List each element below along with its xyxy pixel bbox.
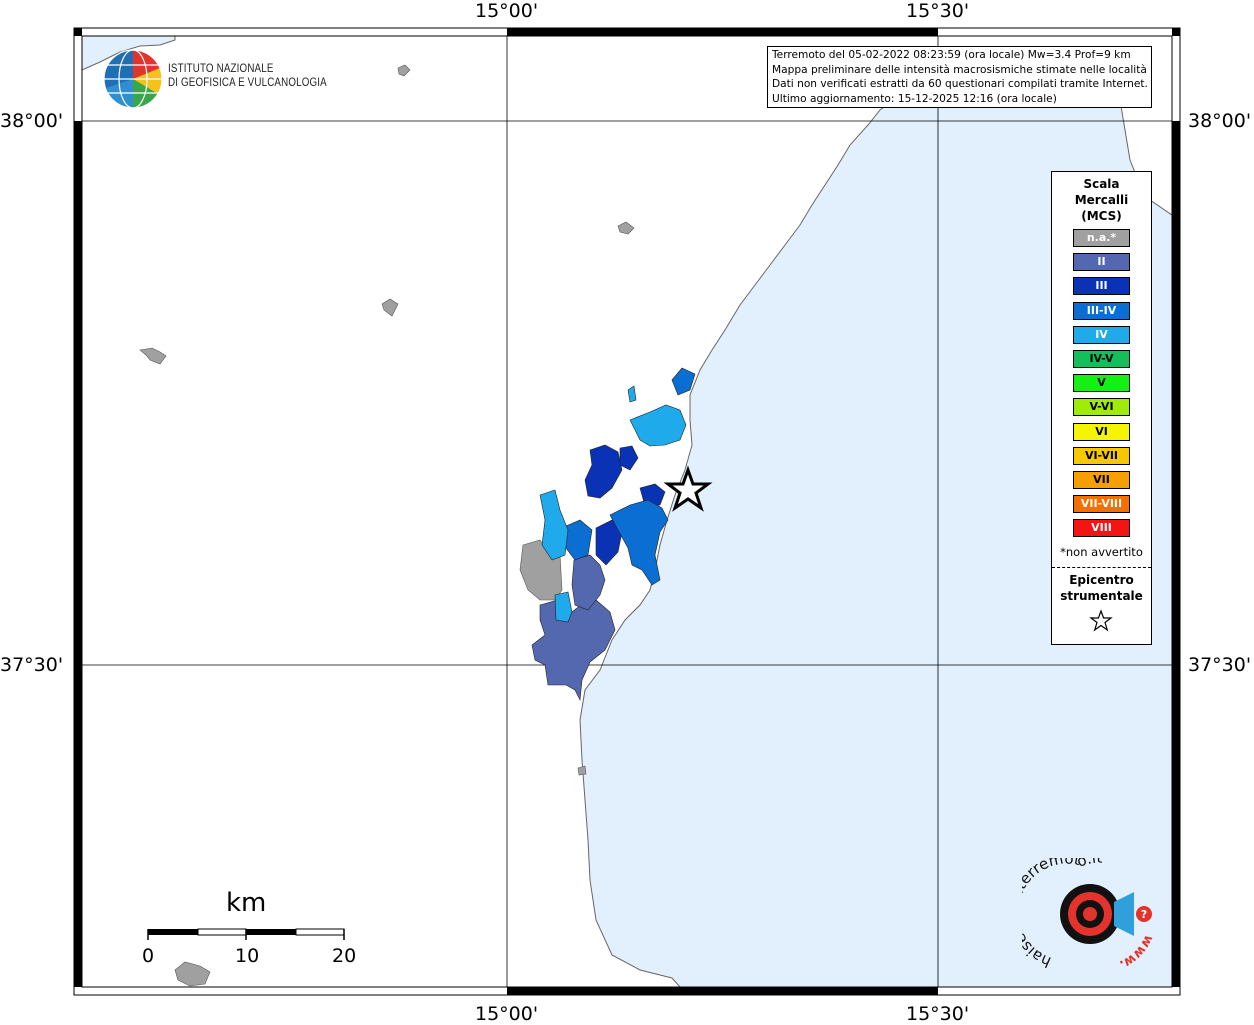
map-frame bbox=[73, 27, 1181, 996]
right-lat-label-1: 38°00' bbox=[1188, 110, 1252, 132]
legend-scale-list: n.a.* II III III-IV IV IV-V V V-VI VI VI-VII VII VI… bbox=[1073, 229, 1130, 543]
legend-note: *non avvertito bbox=[1060, 545, 1143, 559]
legend-title-line-2: Mercalli bbox=[1074, 193, 1129, 207]
mcs-legend: Scala Mercalli (MCS) n.a.* II III III-IV IV I… bbox=[1051, 171, 1152, 645]
bottom-lon-label-2: 15°30' bbox=[906, 1003, 970, 1025]
haisentito-logo-url: www. bbox=[1117, 932, 1156, 972]
legend-scale-item: II bbox=[1073, 253, 1130, 272]
legend-scale-item: n.a.* bbox=[1073, 229, 1130, 247]
info-line-updated: Ultimo aggiornamento: 15-12-2025 12:16 (… bbox=[772, 92, 1057, 105]
intensity-ii-area bbox=[531, 554, 616, 702]
legend-divider bbox=[1052, 567, 1151, 568]
institute-name: ISTITUTO NAZIONALE DI GEOFISICA E VULCAN… bbox=[168, 63, 327, 90]
svg-text:?: ? bbox=[1141, 908, 1147, 921]
legend-scale-item: V bbox=[1073, 374, 1130, 393]
institute-line-1: ISTITUTO NAZIONALE bbox=[168, 63, 274, 75]
bottom-lon-label-1: 15°00' bbox=[475, 1003, 539, 1025]
legend-scale-item: VII bbox=[1073, 470, 1130, 489]
legend-scale-item: III bbox=[1073, 277, 1130, 296]
legend-title: Scala Mercalli (MCS) bbox=[1052, 176, 1151, 224]
legend-epicenter-line-1: Epicentro bbox=[1069, 573, 1134, 587]
top-lon-label-2: 15°30' bbox=[906, 0, 970, 22]
scalebar-tick-20: 20 bbox=[332, 945, 357, 967]
legend-scale-item: III-IV bbox=[1073, 301, 1130, 320]
scalebar-tick-10: 10 bbox=[235, 945, 260, 967]
scalebar-tick-0: 0 bbox=[142, 945, 155, 967]
left-lat-label-2: 37°30' bbox=[0, 654, 64, 676]
epicenter-star bbox=[663, 465, 713, 512]
right-lat-label-2: 37°30' bbox=[1188, 654, 1252, 676]
legend-scale-item: IV bbox=[1073, 325, 1130, 344]
graticule bbox=[82, 36, 1172, 987]
ingv-globe-logo bbox=[103, 49, 163, 109]
legend-scale-item: VI-VII bbox=[1073, 446, 1130, 465]
legend-scale-item: VIII bbox=[1073, 519, 1130, 538]
info-line-event: Terremoto del 05-02-2022 08:23:59 (ora l… bbox=[772, 49, 1131, 61]
legend-star-icon bbox=[1089, 609, 1113, 632]
haisentito-logo: ? haisentitoilterremoto.it www. bbox=[1022, 858, 1156, 972]
info-line-data-note: Dati non verificati estratti da 60 quest… bbox=[772, 78, 1148, 90]
scalebar bbox=[147, 928, 345, 940]
scalebar-unit: km bbox=[226, 888, 267, 918]
legend-scale-item: VI bbox=[1073, 422, 1130, 441]
event-info-box: Terremoto del 05-02-2022 08:23:59 (ora l… bbox=[767, 46, 1152, 108]
legend-title-line-3: (MCS) bbox=[1081, 209, 1122, 223]
left-lat-label-1: 38°00' bbox=[0, 110, 64, 132]
legend-scale-item: VII-VIII bbox=[1073, 495, 1130, 514]
intensity-iii-area bbox=[584, 444, 666, 566]
top-lon-label-1: 15°00' bbox=[475, 0, 539, 22]
intensity-iv-area bbox=[539, 385, 687, 623]
legend-title-line-1: Scala bbox=[1083, 177, 1120, 191]
institute-line-2: DI GEOFISICA E VULCANOLOGIA bbox=[168, 76, 327, 89]
info-line-description: Mappa preliminare delle intensità macros… bbox=[772, 63, 1147, 76]
legend-epicenter-label: Epicentro strumentale bbox=[1052, 572, 1151, 604]
grey-localities bbox=[139, 64, 635, 987]
legend-scale-item: IV-V bbox=[1073, 349, 1130, 368]
legend-epicenter-line-2: strumentale bbox=[1060, 589, 1143, 603]
legend-scale-item: V-VI bbox=[1073, 398, 1130, 417]
intensity-iii-iv-area bbox=[565, 367, 696, 586]
sea-nw bbox=[81, 35, 176, 71]
